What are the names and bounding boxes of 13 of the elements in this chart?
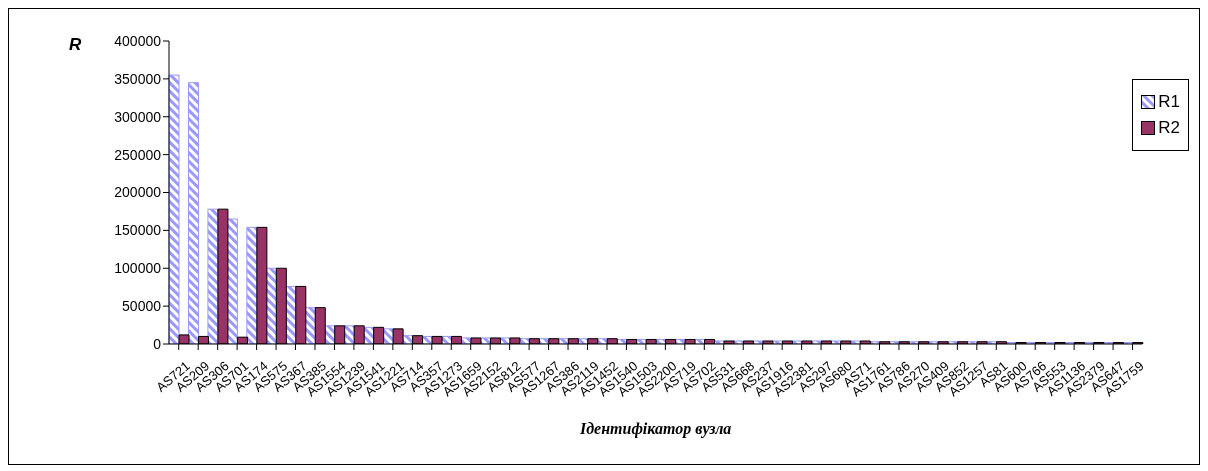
y-tick-label: 150000 [114,222,162,239]
y-tick-label: 350000 [114,70,162,87]
y-axis-title: R [69,35,82,55]
legend-label: R1 [1158,92,1180,112]
y-tick-label: 100000 [114,260,162,277]
y-tick-label: 0 [153,335,162,352]
legend-label: R2 [1158,118,1180,138]
y-tick-label: 200000 [114,184,162,201]
y-tick-label: 50000 [122,298,162,315]
y-tick-label: 300000 [114,108,162,125]
x-axis-title: Ідентифікатор вузла [578,420,732,438]
y-tick-label: 250000 [114,146,162,163]
y-tick-label: 400000 [114,32,162,49]
